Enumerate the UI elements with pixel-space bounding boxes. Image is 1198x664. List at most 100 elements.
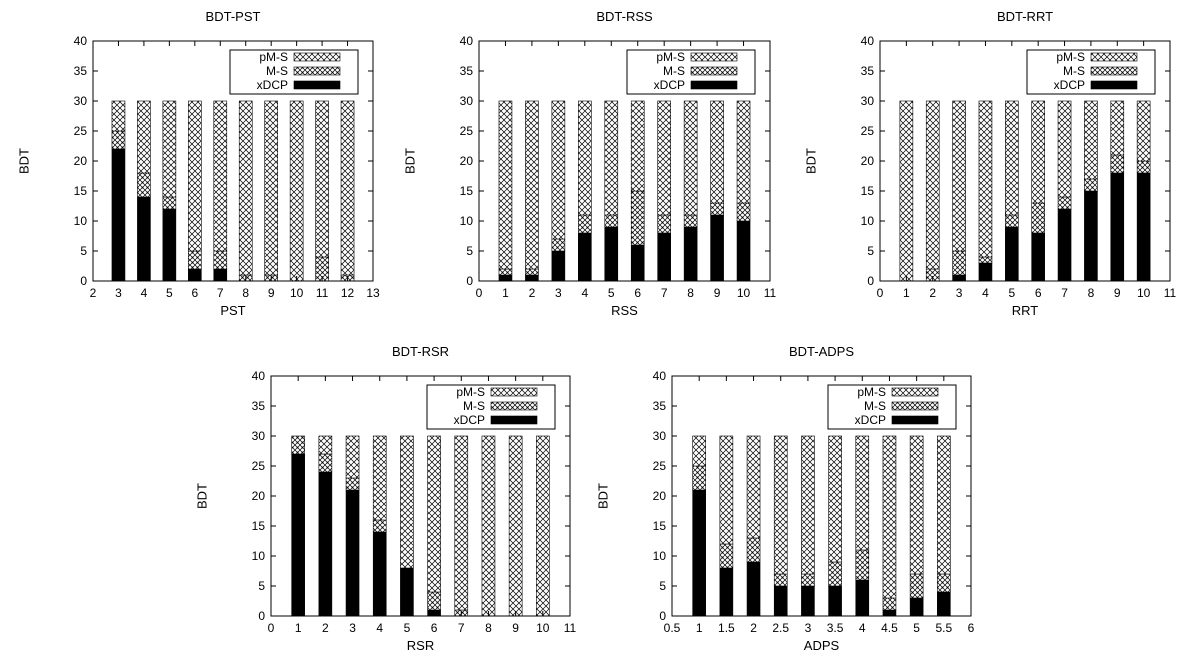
x-tick-label: 5	[913, 621, 920, 635]
bar-m-s-3.5	[828, 561, 842, 587]
bar-pm-s-10	[289, 100, 304, 282]
bar-xdcp-1.5	[719, 567, 734, 617]
legend-label: pM-S	[456, 385, 485, 399]
x-tick-label: 3	[349, 621, 356, 635]
bar-m-s-1.5	[719, 543, 734, 569]
x-tick-label: 8	[485, 621, 492, 635]
y-tick-label: 25	[252, 459, 266, 473]
bar-pm-s-2	[925, 100, 940, 270]
bar-m-s-1	[692, 465, 706, 491]
bar-pm-s-6	[630, 100, 645, 192]
legend-label: pM-S	[656, 50, 685, 64]
bar-m-s-9	[1110, 154, 1125, 174]
bar-pm-s-2.5	[773, 435, 788, 575]
bar-m-s-5	[909, 573, 924, 599]
legend-swatch-xdcp	[293, 80, 341, 90]
y-axis-label: BDT	[596, 483, 611, 509]
bar-pm-s-8	[238, 100, 253, 276]
bar-pm-s-5.5	[937, 435, 951, 575]
y-tick-label: 10	[653, 549, 667, 563]
bar-pm-s-3	[551, 100, 566, 240]
bar-pm-s-10	[736, 100, 751, 204]
bar-pm-s-1	[899, 100, 914, 282]
x-tick-label: 4	[982, 286, 989, 300]
bar-pm-s-5	[909, 435, 924, 575]
bar-m-s-3	[952, 250, 966, 276]
legend-swatch-xdcp	[490, 415, 538, 425]
x-tick-label: 8	[1088, 286, 1095, 300]
bar-xdcp-6	[630, 244, 645, 282]
legend-label: pM-S	[1056, 50, 1085, 64]
bar-pm-s-9	[264, 100, 278, 276]
x-tick-label: 7	[1061, 286, 1068, 300]
bar-pm-s-9	[508, 435, 523, 617]
legend-swatch-m-s	[690, 66, 738, 76]
y-tick-label: 35	[460, 64, 474, 78]
bar-pm-s-8	[683, 100, 698, 216]
bar-pm-s-2	[525, 100, 539, 270]
bar-m-s-4	[372, 519, 387, 533]
legend-label: xDCP	[855, 413, 886, 427]
x-tick-label: 6	[431, 621, 438, 635]
y-tick-label: 5	[80, 244, 87, 258]
legend-label: xDCP	[1054, 78, 1085, 92]
x-tick-label: 0	[268, 621, 275, 635]
x-tick-label: 5	[1008, 286, 1015, 300]
x-tick-label: 4	[859, 621, 866, 635]
bar-pm-s-4	[978, 100, 993, 258]
x-tick-label: 11	[316, 286, 329, 300]
x-tick-label: 13	[366, 286, 380, 300]
chart-panel-4: BDT-RSR RSR BDT 0 5 10 15 20 25 30 35 40 0 1 2 3 4 5 6 7 8 9 1…	[195, 344, 577, 653]
x-tick-label: 11	[764, 286, 777, 300]
bar-m-s-7	[213, 250, 228, 270]
legend-swatch-m-s	[891, 401, 939, 411]
chart-title: BDT-ADPS	[789, 344, 854, 359]
bar-pm-s-8	[481, 435, 496, 617]
bar-xdcp-9	[1110, 172, 1125, 282]
bar-m-s-4	[855, 549, 870, 581]
legend-swatch-m-s	[490, 401, 538, 411]
y-tick-label: 15	[74, 184, 88, 198]
bar-m-s-4	[978, 256, 993, 264]
legend-label: M-S	[864, 399, 886, 413]
x-tick-label: 10	[536, 621, 550, 635]
y-tick-label: 20	[460, 154, 474, 168]
bar-pm-s-7	[657, 100, 671, 216]
y-tick-label: 40	[460, 34, 474, 48]
bar-m-s-10	[1136, 160, 1151, 174]
bar-pm-s-3	[345, 435, 360, 479]
bar-m-s-4	[137, 172, 151, 198]
bar-pm-s-1	[692, 435, 706, 467]
bars	[498, 100, 751, 282]
y-tick-label: 40	[74, 34, 88, 48]
legend-swatch-m-s	[293, 66, 341, 76]
y-tick-label: 35	[861, 64, 875, 78]
legend-label: xDCP	[257, 78, 288, 92]
bar-xdcp-2	[746, 561, 761, 617]
legend-swatch-pm-s	[690, 52, 738, 62]
bar-m-s-4	[578, 214, 592, 234]
y-tick-label: 25	[74, 124, 88, 138]
legend-label: xDCP	[654, 78, 685, 92]
bar-pm-s-3	[952, 100, 966, 252]
y-tick-label: 20	[252, 489, 266, 503]
x-tick-label: 12	[341, 286, 355, 300]
bar-pm-s-4.5	[882, 435, 897, 599]
x-tick-label: 10	[290, 286, 304, 300]
bar-m-s-3	[551, 238, 566, 252]
legend-swatch-m-s	[1090, 66, 1138, 76]
legend-label: M-S	[1063, 64, 1085, 78]
x-tick-label: 6	[634, 286, 641, 300]
x-tick-label: 1	[502, 286, 509, 300]
bar-pm-s-6	[1031, 100, 1045, 204]
bar-m-s-2	[525, 268, 539, 276]
x-tick-label: 8	[687, 286, 694, 300]
y-tick-label: 10	[861, 214, 875, 228]
legend-label: pM-S	[857, 385, 886, 399]
legend-swatch-pm-s	[293, 52, 341, 62]
x-tick-label: 6	[1035, 286, 1042, 300]
y-tick-label: 25	[861, 124, 875, 138]
bar-m-s-8	[1084, 178, 1098, 192]
